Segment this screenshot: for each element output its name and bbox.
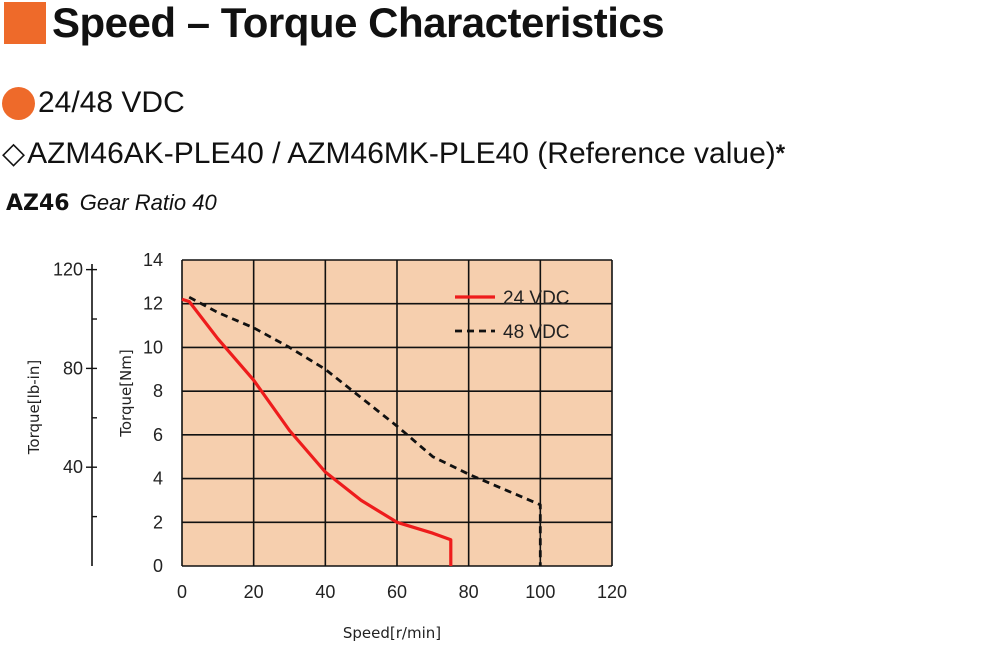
y2-axis-label: Torque[lb-in] xyxy=(25,360,43,455)
title-marker-square xyxy=(4,2,46,44)
speed-torque-chart: 40 80 120 0 20 40 60 80 100 120 0 2 4 6 8 10 12 14 24 VD… xyxy=(25,250,627,642)
tick-labels: 0 20 40 60 80 100 120 0 2 4 6 8 10 12 14 xyxy=(143,250,627,602)
legend-label: 48 VDC xyxy=(503,322,570,343)
footnote-asterisk: * xyxy=(775,139,786,167)
x-tick-label: 100 xyxy=(525,582,555,602)
series-line xyxy=(188,295,542,566)
series-name: AZ46 xyxy=(6,191,70,216)
y-tick-label: 10 xyxy=(143,337,163,357)
orange-dot-icon xyxy=(2,86,35,120)
gear-row: AZ46 Gear Ratio 40 xyxy=(6,190,217,216)
y-tick-label: 2 xyxy=(153,512,163,532)
gear-ratio-label: Gear Ratio 40 xyxy=(79,190,217,215)
series-line xyxy=(181,297,453,566)
y2-tick-label: 80 xyxy=(63,358,83,378)
model-row: ◇ AZM46AK-PLE40 / AZM46MK-PLE40 (Referen… xyxy=(2,136,785,171)
y2-tick-label: 40 xyxy=(63,457,83,477)
y-tick-label: 14 xyxy=(143,250,163,270)
y2-tick-label: 120 xyxy=(53,260,83,280)
y-tick-label: 8 xyxy=(153,381,163,401)
legend-label: 24 VDC xyxy=(503,288,570,309)
y-tick-label: 6 xyxy=(153,425,163,445)
chart-series xyxy=(181,295,542,566)
secondary-torque-axis: 40 80 120 xyxy=(53,260,97,566)
y-axis-label: Torque[Nm] xyxy=(117,349,135,438)
model-label: AZM46AK-PLE40 / AZM46MK-PLE40 (Reference… xyxy=(27,136,776,170)
x-tick-label: 120 xyxy=(597,582,627,602)
grid xyxy=(181,259,613,567)
x-axis-label: Speed[r/min] xyxy=(343,624,441,642)
title-row: Speed – Torque Characteristics xyxy=(4,0,665,46)
y-tick-label: 12 xyxy=(143,294,163,314)
x-tick-label: 60 xyxy=(387,582,407,602)
y-tick-label: 4 xyxy=(153,469,163,489)
chart-legend: 24 VDC 48 VDC xyxy=(455,288,570,343)
diamond-outline-icon: ◇ xyxy=(2,137,26,170)
x-tick-label: 20 xyxy=(244,582,264,602)
x-tick-label: 80 xyxy=(459,582,479,602)
voltage-label: 24/48 VDC xyxy=(38,86,185,119)
voltage-row: 24/48 VDC xyxy=(2,86,185,120)
x-tick-label: 40 xyxy=(315,582,335,602)
x-tick-label: 0 xyxy=(177,582,187,602)
y-tick-label: 0 xyxy=(153,556,163,576)
page-title: Speed – Torque Characteristics xyxy=(52,0,665,46)
